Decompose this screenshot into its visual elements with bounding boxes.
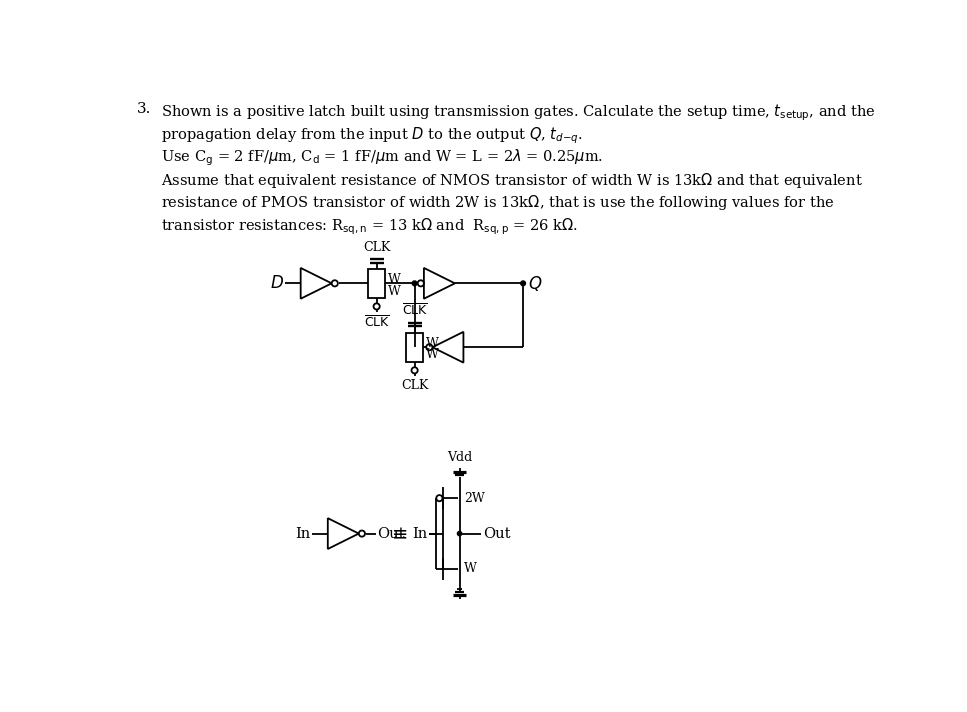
- Text: W: W: [464, 562, 477, 575]
- Text: $D$: $D$: [270, 275, 283, 292]
- Text: In: In: [412, 527, 427, 540]
- Text: W: W: [388, 285, 401, 298]
- Circle shape: [413, 281, 417, 286]
- Text: CLK: CLK: [401, 379, 428, 392]
- Text: Vdd: Vdd: [447, 451, 472, 464]
- Text: W: W: [388, 273, 401, 286]
- Text: Assume that equivalent resistance of NMOS transistor of width W is 13k$\Omega$ a: Assume that equivalent resistance of NMO…: [161, 171, 863, 189]
- Text: Shown is a positive latch built using transmission gates. Calculate the setup ti: Shown is a positive latch built using tr…: [161, 103, 876, 123]
- Text: $\overline{\mathrm{CLK}}$: $\overline{\mathrm{CLK}}$: [401, 303, 427, 318]
- Text: $\overline{\mathrm{CLK}}$: $\overline{\mathrm{CLK}}$: [364, 315, 390, 330]
- Text: In: In: [296, 527, 310, 540]
- Bar: [368, 268, 385, 298]
- Text: $Q$: $Q$: [528, 274, 542, 293]
- Text: CLK: CLK: [363, 241, 391, 254]
- Text: 3.: 3.: [136, 103, 151, 116]
- Text: Out: Out: [483, 527, 511, 540]
- Text: $\equiv$: $\equiv$: [388, 524, 407, 543]
- Text: W: W: [426, 337, 439, 350]
- Bar: [406, 333, 424, 362]
- Text: Out: Out: [377, 527, 405, 540]
- Text: propagation delay from the input $D$ to the output $Q$, $t_{d\mathrm{-}q}$.: propagation delay from the input $D$ to …: [161, 125, 583, 146]
- Text: transistor resistances: R$_\mathrm{sq,n}$ = 13 k$\Omega$ and  R$_\mathrm{sq,p}$ : transistor resistances: R$_\mathrm{sq,n}…: [161, 216, 578, 236]
- Text: Use C$_\mathrm{g}$ = 2 fF/$\mu$m, C$_\mathrm{d}$ = 1 fF/$\mu$m and W = L = 2$\la: Use C$_\mathrm{g}$ = 2 fF/$\mu$m, C$_\ma…: [161, 148, 603, 169]
- Circle shape: [457, 532, 461, 535]
- Circle shape: [521, 281, 525, 286]
- Text: 2W: 2W: [464, 492, 484, 505]
- Text: W: W: [426, 348, 439, 362]
- Text: resistance of PMOS transistor of width 2W is 13k$\Omega$, that is use the follow: resistance of PMOS transistor of width 2…: [161, 193, 835, 212]
